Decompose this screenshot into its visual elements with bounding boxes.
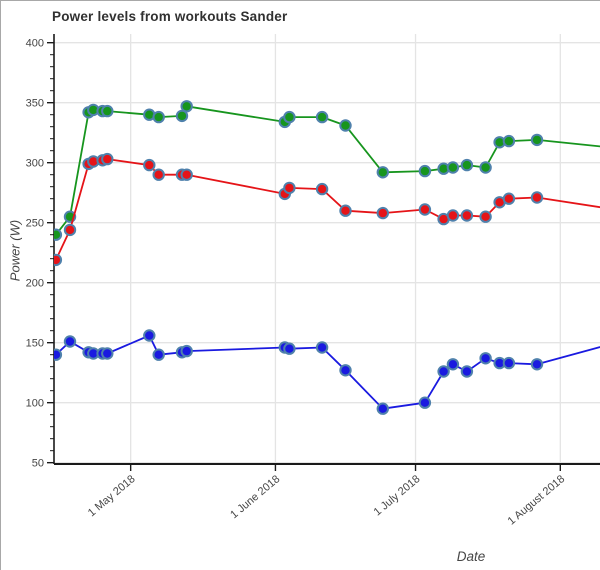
y-tick-label: 350: [26, 98, 44, 110]
data-point-red[interactable]: [51, 253, 63, 267]
data-point-blue[interactable]: [339, 364, 352, 377]
data-point-blue[interactable]: [152, 348, 165, 361]
data-point-blue[interactable]: [315, 341, 329, 354]
data-point-blue[interactable]: [530, 358, 544, 371]
data-point-blue[interactable]: [418, 396, 432, 409]
data-point-red[interactable]: [418, 203, 432, 216]
data-point-green[interactable]: [180, 100, 193, 113]
x-tick-label: 1 May 2018: [86, 473, 138, 519]
chart-title: Power levels from workouts Sander: [52, 9, 288, 24]
data-point-green[interactable]: [175, 109, 189, 123]
data-point-red[interactable]: [376, 206, 389, 220]
data-point-blue[interactable]: [479, 352, 492, 365]
data-point-blue[interactable]: [460, 365, 474, 378]
data-point-green[interactable]: [460, 158, 474, 172]
data-point-red[interactable]: [502, 192, 516, 205]
y-tick-label: 400: [26, 38, 44, 50]
y-tick-label: 100: [26, 398, 44, 410]
series-blue: [51, 329, 600, 415]
data-point-red[interactable]: [530, 191, 544, 204]
series-red: [51, 152, 600, 267]
data-point-blue[interactable]: [180, 344, 193, 358]
data-point-blue[interactable]: [446, 358, 460, 371]
data-point-green[interactable]: [51, 228, 63, 241]
series-green: [51, 100, 600, 241]
x-tick-label: 1 June 2018: [228, 473, 282, 521]
data-point-red[interactable]: [315, 182, 329, 196]
data-point-blue[interactable]: [437, 365, 450, 378]
gridlines: [54, 34, 600, 464]
y-tick-label: 50: [32, 458, 44, 470]
y-tick-label: 300: [26, 158, 44, 170]
series-red-line: [55, 158, 600, 261]
data-point-green[interactable]: [376, 166, 389, 179]
data-point-green[interactable]: [479, 161, 492, 174]
data-point-blue[interactable]: [283, 342, 296, 355]
data-point-red[interactable]: [339, 204, 352, 217]
data-point-blue[interactable]: [63, 335, 77, 348]
data-point-green[interactable]: [530, 133, 544, 147]
data-point-green[interactable]: [152, 110, 165, 124]
data-point-red[interactable]: [283, 181, 296, 195]
data-point-green[interactable]: [339, 119, 352, 132]
x-axis-title: Date: [456, 549, 486, 564]
data-point-red[interactable]: [152, 168, 165, 181]
data-point-red[interactable]: [446, 209, 460, 222]
y-tick-label: 250: [26, 218, 44, 230]
data-point-green[interactable]: [101, 104, 114, 118]
data-point-red[interactable]: [63, 223, 77, 237]
data-point-green[interactable]: [502, 134, 516, 148]
y-axis-title: Power (W): [7, 219, 23, 282]
data-point-green[interactable]: [315, 110, 329, 124]
data-point-red[interactable]: [460, 209, 474, 222]
data-point-blue[interactable]: [143, 329, 156, 342]
series-green-line: [55, 105, 600, 236]
data-point-red[interactable]: [180, 168, 193, 181]
y-tick-label: 200: [26, 278, 44, 290]
series-layer: [51, 100, 600, 415]
data-point-blue[interactable]: [376, 402, 389, 415]
data-point-red[interactable]: [479, 210, 492, 223]
data-point-green[interactable]: [418, 164, 432, 178]
data-point-blue[interactable]: [502, 356, 516, 370]
x-tick-label: 1 August 2018: [506, 473, 568, 527]
data-point-red[interactable]: [101, 152, 114, 166]
data-point-red[interactable]: [143, 158, 156, 172]
y-tick-label: 150: [26, 338, 44, 350]
data-point-blue[interactable]: [101, 347, 114, 360]
x-tick-label: 1 July 2018: [372, 473, 423, 518]
data-point-green[interactable]: [283, 110, 296, 124]
data-point-blue[interactable]: [51, 348, 63, 361]
data-point-green[interactable]: [446, 161, 460, 174]
